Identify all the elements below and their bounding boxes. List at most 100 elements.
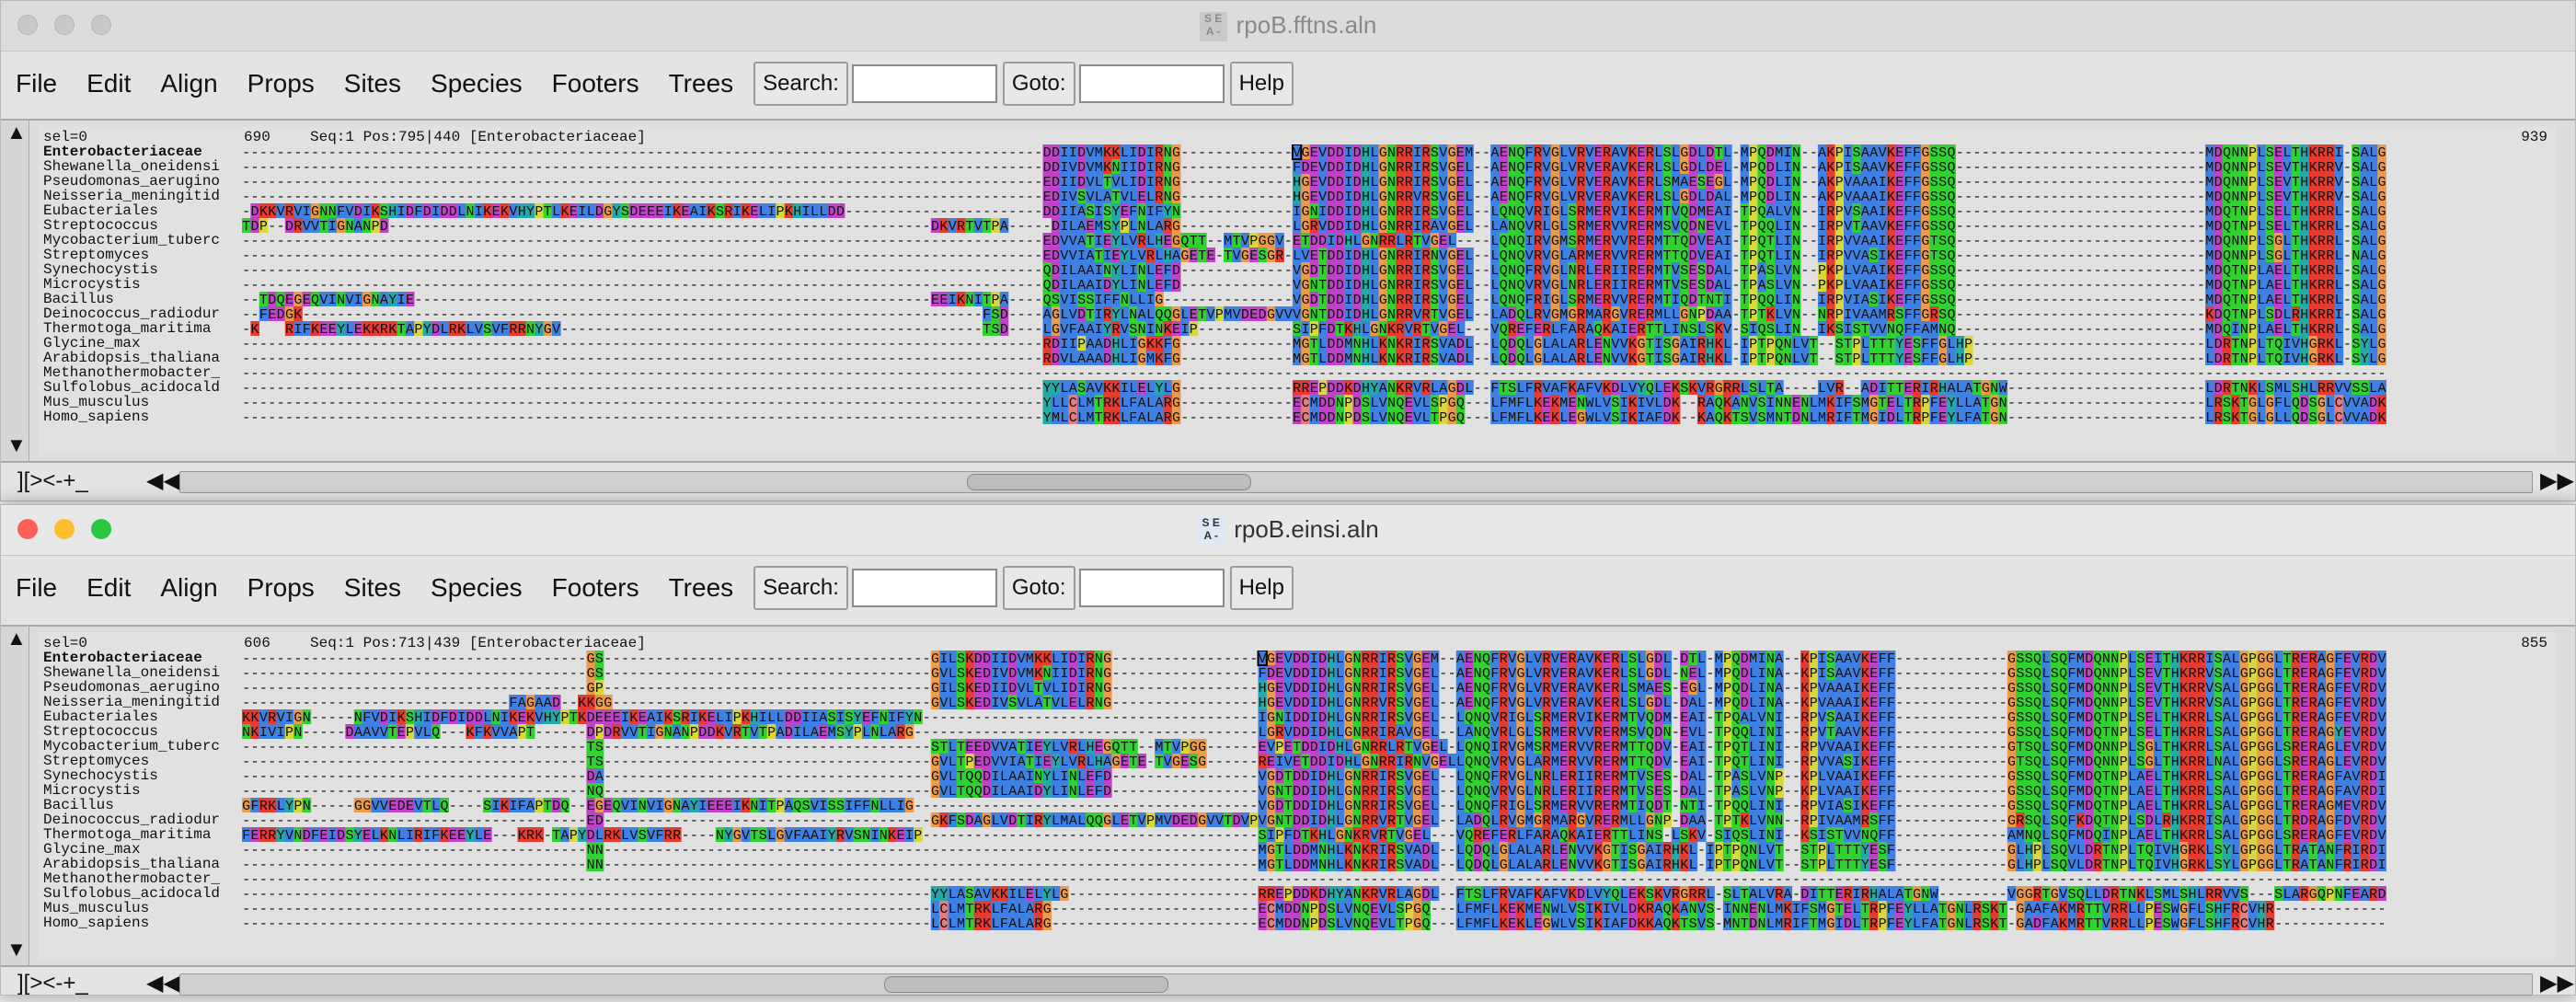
residue-letter: I bbox=[802, 204, 811, 220]
residue-letter: - bbox=[776, 145, 784, 161]
residue-letter: E bbox=[1112, 248, 1121, 264]
species-name[interactable]: Pseudomonas_aerugino bbox=[43, 174, 220, 189]
species-name[interactable]: Neisseria_meningitid bbox=[43, 189, 220, 203]
residue-letter: - bbox=[518, 248, 526, 264]
residue-letter: D bbox=[1353, 175, 1362, 190]
menu-props[interactable]: Props bbox=[233, 62, 329, 106]
species-name[interactable]: Synechocystis bbox=[43, 262, 220, 277]
residue-cell bbox=[1860, 144, 1870, 159]
residue-letter: G bbox=[1551, 234, 1559, 249]
search-button[interactable]: Search: bbox=[753, 62, 848, 106]
residue-letter: - bbox=[767, 175, 776, 190]
residue-letter: K bbox=[2309, 278, 2317, 294]
species-name[interactable]: Enterobacteriaceae bbox=[43, 144, 220, 159]
residue-letter: - bbox=[2145, 145, 2154, 161]
residue-letter: - bbox=[2033, 263, 2041, 279]
residue-cell bbox=[1775, 174, 1784, 189]
residue-letter: - bbox=[793, 293, 801, 308]
species-name[interactable]: Streptococcus bbox=[43, 218, 220, 233]
species-name[interactable]: Sulfolobus_acidocald bbox=[43, 380, 220, 395]
sequence-alignment-grid[interactable]: ----------------------------------------… bbox=[242, 144, 2524, 430]
residue-letter: - bbox=[1973, 145, 1982, 161]
residue-letter: A bbox=[1715, 307, 1723, 323]
alignment-canvas[interactable]: sel=0 690 Seq:1 Pos:795|440 [Enterobacte… bbox=[38, 126, 2555, 455]
menu-footers[interactable]: Footers bbox=[537, 62, 654, 106]
residue-letter: M bbox=[1585, 293, 1593, 308]
residue-letter: - bbox=[802, 145, 811, 161]
minimize-button[interactable] bbox=[54, 15, 75, 35]
residue-letter: T bbox=[2292, 175, 2300, 190]
residue-letter: - bbox=[2343, 263, 2352, 279]
residue-letter: P bbox=[2248, 307, 2257, 323]
residue-letter: T bbox=[1766, 234, 1775, 249]
species-name[interactable]: Deinococcus_radiodur bbox=[43, 306, 220, 321]
residue-cell bbox=[1163, 189, 1173, 203]
residue-letter: I bbox=[1784, 145, 1792, 161]
residue-cell bbox=[1111, 144, 1121, 159]
residue-letter: - bbox=[1259, 219, 1267, 235]
species-name[interactable]: Glycine_max bbox=[43, 336, 220, 351]
residue-letter: - bbox=[638, 160, 647, 176]
residue-letter: - bbox=[1267, 219, 1275, 235]
residue-letter: L bbox=[1844, 263, 1852, 279]
residue-letter: - bbox=[466, 263, 475, 279]
goto-button[interactable]: Goto: bbox=[1002, 62, 1075, 106]
species-name[interactable]: Eubacteriales bbox=[43, 203, 220, 218]
residue-letter: H bbox=[2300, 248, 2308, 264]
residue-letter: - bbox=[2197, 322, 2205, 338]
residue-letter: - bbox=[897, 204, 905, 220]
menu-sites[interactable]: Sites bbox=[329, 62, 416, 106]
species-name[interactable]: Shewanella_oneidensi bbox=[43, 159, 220, 174]
residue-cell bbox=[1412, 144, 1422, 159]
scroll-bottom-icon[interactable]: ▼ bbox=[6, 435, 27, 455]
menu-align[interactable]: Align bbox=[145, 62, 232, 106]
residue-letter: S bbox=[2352, 204, 2360, 220]
residue-letter: - bbox=[1982, 278, 1990, 294]
residue-letter: R bbox=[1534, 293, 1542, 308]
residue-letter: E bbox=[1706, 175, 1714, 190]
species-name[interactable]: Homo_sapiens bbox=[43, 409, 220, 424]
residue-letter: K bbox=[2309, 322, 2317, 338]
species-name[interactable]: Mycobacterium_tuberc bbox=[43, 233, 220, 248]
residue-letter: G bbox=[1448, 248, 1456, 264]
residue-letter: R bbox=[1421, 307, 1430, 323]
menu-file[interactable]: File bbox=[1, 62, 72, 106]
species-name[interactable]: Thermotoga_maritima bbox=[43, 321, 220, 336]
species-name[interactable]: Arabidopsis_thaliana bbox=[43, 351, 220, 365]
residue-letter: A bbox=[1569, 248, 1577, 264]
residue-cell bbox=[1834, 174, 1845, 189]
species-name[interactable]: Methanothermobacter_ bbox=[43, 365, 220, 380]
residue-letter: - bbox=[629, 190, 638, 205]
menu-species[interactable]: Species bbox=[416, 62, 537, 106]
scroll-top-icon[interactable]: ▲ bbox=[6, 122, 27, 143]
residue-letter: T bbox=[2292, 293, 2300, 308]
residue-letter: A bbox=[2361, 322, 2369, 338]
residue-letter: V bbox=[1543, 263, 1551, 279]
species-name[interactable]: Microcystis bbox=[43, 277, 220, 292]
title-bar[interactable]: S E A - rpoB.fftns.aln bbox=[1, 1, 2575, 52]
help-button[interactable]: Help bbox=[1229, 62, 1294, 106]
species-name[interactable]: Bacillus bbox=[43, 292, 220, 306]
residue-letter: N bbox=[1387, 175, 1396, 190]
residue-letter: R bbox=[1603, 204, 1611, 220]
residue-letter: L bbox=[1465, 263, 1473, 279]
residue-letter: E bbox=[328, 322, 337, 338]
search-input[interactable] bbox=[851, 64, 997, 103]
residue-letter: I bbox=[397, 204, 406, 220]
species-name[interactable]: Mus_musculus bbox=[43, 395, 220, 409]
residue-letter: N bbox=[2352, 248, 2360, 264]
residue-letter: - bbox=[2343, 293, 2352, 308]
residue-cell bbox=[1120, 144, 1130, 159]
residue-cell bbox=[1775, 144, 1784, 159]
vertical-scrollbar[interactable]: ▲ ▼ bbox=[1, 121, 29, 461]
species-name[interactable]: Streptomyces bbox=[43, 248, 220, 262]
zoom-button[interactable] bbox=[91, 15, 111, 35]
goto-input[interactable] bbox=[1078, 64, 1225, 103]
residue-letter: - bbox=[965, 190, 973, 205]
residue-letter: G bbox=[1379, 145, 1387, 161]
residue-letter: - bbox=[2033, 322, 2041, 338]
residue-letter: D bbox=[1353, 278, 1362, 294]
menu-edit[interactable]: Edit bbox=[72, 62, 145, 106]
menu-trees[interactable]: Trees bbox=[654, 62, 749, 106]
close-button[interactable] bbox=[17, 15, 38, 35]
